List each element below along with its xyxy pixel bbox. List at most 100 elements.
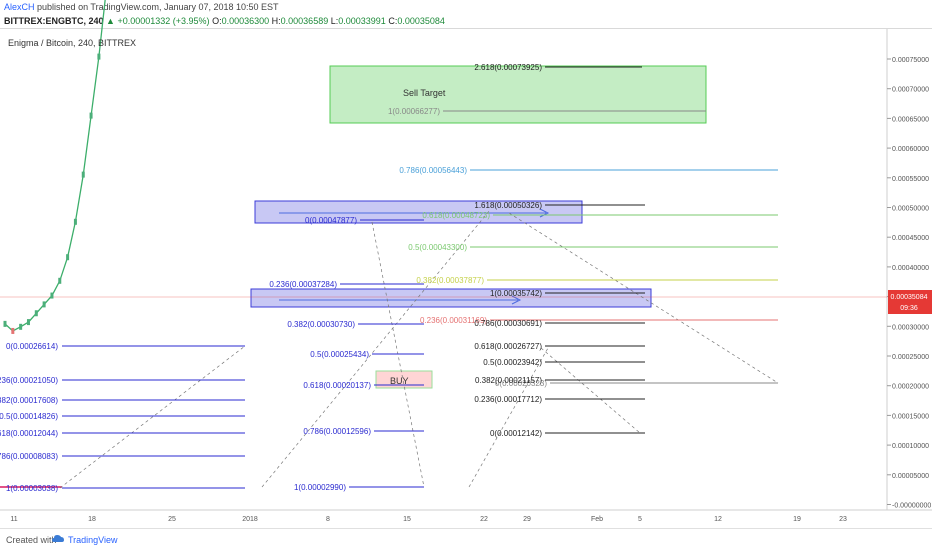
fib-level-label: 0(0.00012142) bbox=[490, 429, 542, 438]
fib-level-label: 0(0.00020323) bbox=[495, 379, 547, 388]
price-candle bbox=[66, 254, 70, 261]
publish-info: AlexCH published on TradingView.com, Jan… bbox=[4, 2, 279, 12]
fib-level-label: 0.618(0.00020137) bbox=[303, 381, 371, 390]
y-tick-label: 0.00040000 bbox=[892, 265, 929, 272]
fib-level-label: 2.618(0.00073925) bbox=[474, 63, 542, 72]
x-tick-label: 25 bbox=[168, 516, 176, 523]
resistance-zone bbox=[254, 200, 583, 224]
y-tick-label: 0.00005000 bbox=[892, 473, 929, 480]
price-series-line bbox=[4, 0, 106, 332]
dashed-trend-line bbox=[59, 345, 246, 489]
y-tick-label: 0.00060000 bbox=[892, 146, 929, 153]
symbol-label: BITTREX:ENGBTC, 240 bbox=[4, 16, 104, 26]
price-candle bbox=[34, 310, 38, 317]
fib-level-label: 0.382(0.00021157) bbox=[475, 376, 542, 385]
fib-level-label: 0.382(0.00030730) bbox=[287, 320, 355, 329]
y-tick-label: 0.00075000 bbox=[892, 57, 929, 64]
y-tick-label: 0.00015000 bbox=[892, 413, 929, 420]
high-value: 0.00036589 bbox=[280, 16, 329, 26]
close-value: 0.00035084 bbox=[397, 16, 445, 26]
x-tick-label: 18 bbox=[88, 516, 96, 523]
sell-target-label: Sell Target bbox=[403, 88, 446, 98]
x-tick-label: 15 bbox=[403, 516, 411, 523]
high-label: H: bbox=[271, 16, 281, 26]
x-tick-label: 22 bbox=[480, 516, 488, 523]
fib-level-label: 0.5(0.00014826) bbox=[0, 412, 58, 421]
fib-level-label: 0.786(0.00056443) bbox=[399, 166, 467, 175]
y-tick-label: 0.00065000 bbox=[892, 116, 929, 123]
dashed-trend-line bbox=[468, 347, 549, 488]
fib-level-label: 0(0.00026614) bbox=[6, 342, 58, 351]
fib-level-label: 0.5(0.00043300) bbox=[408, 243, 467, 252]
support-zone bbox=[250, 288, 652, 308]
y-tick-label: 0.00045000 bbox=[892, 235, 929, 242]
fib-level-label: 0.236(0.00037284) bbox=[269, 280, 337, 289]
fib-level-label: 0.236(0.00031169) bbox=[420, 316, 487, 325]
fib-level-label: 1(0.00002990) bbox=[294, 483, 346, 492]
current-price-badge bbox=[888, 290, 932, 314]
y-tick-label: 0.00010000 bbox=[892, 443, 929, 450]
x-tick-label: 2018 bbox=[242, 516, 258, 523]
header-divider bbox=[0, 28, 932, 29]
fib-level-label: 0.618(0.00048723) bbox=[422, 211, 490, 220]
fib-level-label: 0.5(0.00025434) bbox=[310, 350, 369, 359]
change-arrow-icon: ▲ bbox=[106, 16, 115, 26]
fib-level-label: 1(0.00035742) bbox=[490, 289, 542, 298]
open-value: 0.00036300 bbox=[221, 16, 270, 26]
price-candle bbox=[89, 112, 93, 119]
chart-legend: Enigma / Bitcoin, 240, BITTREX bbox=[8, 38, 137, 48]
y-tick-label: 0.00070000 bbox=[892, 87, 929, 94]
sell-target-zone bbox=[329, 65, 707, 124]
dashed-trend-line bbox=[540, 347, 641, 434]
fib-level-label: 0.382(0.00037877) bbox=[416, 276, 484, 285]
tradingview-link[interactable]: TradingView bbox=[68, 535, 118, 545]
y-tick-label: 0.00055000 bbox=[892, 176, 929, 183]
low-label: L: bbox=[330, 16, 339, 26]
x-tick-label: 8 bbox=[326, 516, 330, 523]
fib-level-label: 1(0.00066277) bbox=[388, 107, 440, 116]
publish-text: published on TradingView.com, January 07… bbox=[37, 2, 279, 12]
y-tick-label: -0.00000000 bbox=[892, 503, 931, 510]
y-tick-label: 0.00020000 bbox=[892, 384, 929, 391]
arrow-head-icon bbox=[539, 208, 550, 218]
x-tick-label: Feb bbox=[591, 516, 603, 523]
fib-level-label: 0.236(0.00021050) bbox=[0, 376, 58, 385]
x-tick-label: 12 bbox=[714, 516, 722, 523]
price-candle bbox=[97, 53, 101, 60]
x-tick-label: 5 bbox=[638, 516, 642, 523]
current-price-label: 0.00035084 bbox=[891, 294, 928, 301]
price-candle bbox=[19, 323, 23, 330]
change-value: +0.00001332 (+3.95%) bbox=[117, 16, 210, 26]
fib-level-label: 0.236(0.00017712) bbox=[474, 395, 542, 404]
fib-level-label: 1.618(0.00050326) bbox=[474, 201, 542, 210]
price-candle bbox=[81, 171, 85, 178]
price-candle bbox=[11, 327, 15, 334]
low-value: 0.00033991 bbox=[338, 16, 386, 26]
x-tick-label: 23 bbox=[839, 516, 847, 523]
fib-level-label: 0.5(0.00023942) bbox=[483, 358, 542, 367]
fib-level-label: 0.786(0.00008083) bbox=[0, 452, 58, 461]
tradingview-cloud-icon bbox=[52, 534, 66, 546]
fib-level-label: 1(0.00003038) bbox=[6, 484, 58, 493]
dashed-trend-line bbox=[508, 212, 779, 384]
fib-level-label: 0.786(0.00012596) bbox=[303, 427, 371, 436]
fib-level-label: 0.786(0.00030691) bbox=[474, 319, 542, 328]
price-candle bbox=[26, 319, 30, 326]
x-tick-label: 29 bbox=[523, 516, 531, 523]
author-link[interactable]: AlexCH bbox=[4, 2, 35, 12]
ohlc-bar: BITTREX:ENGBTC, 240 ▲ +0.00001332 (+3.95… bbox=[4, 16, 445, 26]
x-tick-label: 11 bbox=[10, 516, 17, 523]
price-timer-label: 09:36 bbox=[900, 305, 918, 312]
open-label: O: bbox=[212, 16, 222, 26]
price-candle bbox=[58, 277, 62, 284]
price-candle bbox=[50, 292, 54, 299]
price-candle bbox=[3, 320, 7, 327]
footer: Created with TradingView bbox=[0, 528, 932, 551]
close-label: C: bbox=[388, 16, 398, 26]
fib-level-label: 0(0.00047877) bbox=[305, 216, 357, 225]
price-candle bbox=[73, 218, 77, 225]
buy-zone bbox=[375, 370, 433, 389]
buy-label: BUY bbox=[390, 376, 409, 386]
dashed-trend-line bbox=[371, 221, 425, 488]
